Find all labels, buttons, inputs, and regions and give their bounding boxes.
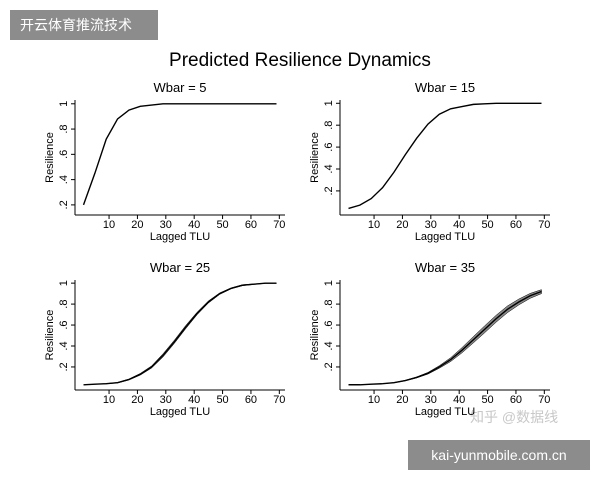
y-tick-label: .2 <box>323 362 335 371</box>
x-tick-label: 50 <box>481 219 493 231</box>
watermark-box <box>408 440 590 470</box>
y-tick-label: .6 <box>323 143 335 152</box>
x-tick-label: 30 <box>160 219 172 231</box>
y-tick-label: .4 <box>323 341 335 350</box>
y-tick-label: .2 <box>58 362 70 371</box>
x-tick-label: 60 <box>245 394 257 406</box>
y-tick-label: .2 <box>58 200 70 209</box>
watermark-box <box>10 10 158 40</box>
y-tick-label: .6 <box>323 320 335 329</box>
y-tick-label: .8 <box>58 124 70 133</box>
y-tick-label: .4 <box>323 164 335 173</box>
x-tick-label: 40 <box>188 394 200 406</box>
x-tick-label: 10 <box>103 394 115 406</box>
line <box>348 102 542 210</box>
line <box>83 282 277 386</box>
x-tick-label: 50 <box>481 394 493 406</box>
chart-title: Predicted Resilience Dynamics <box>169 50 431 71</box>
x-axis-label: Lagged TLU <box>415 406 475 418</box>
x-tick-label: 10 <box>368 219 380 231</box>
y-tick-label: .8 <box>58 300 70 309</box>
subplot-title: Wbar = 25 <box>150 260 210 275</box>
x-tick-label: 40 <box>188 219 200 231</box>
y-tick-label: .6 <box>58 150 70 159</box>
x-axis-label: Lagged TLU <box>150 231 210 243</box>
x-tick-label: 60 <box>510 394 522 406</box>
x-tick-label: 70 <box>538 394 550 406</box>
x-tick-label: 20 <box>396 394 408 406</box>
x-tick-label: 40 <box>453 219 465 231</box>
x-axis-label: Lagged TLU <box>415 231 475 243</box>
x-tick-label: 50 <box>216 394 228 406</box>
subplot-title: Wbar = 35 <box>415 260 475 275</box>
x-tick-label: 20 <box>131 394 143 406</box>
x-tick-label: 30 <box>160 394 172 406</box>
y-tick-label: 1 <box>58 280 70 286</box>
watermark: 开云体育推流技术 <box>20 17 132 33</box>
line <box>82 103 277 206</box>
y-axis-label: Resilience <box>44 310 56 361</box>
confidence-band <box>348 289 542 386</box>
y-axis-label: Resilience <box>309 310 321 361</box>
x-tick-label: 70 <box>273 394 285 406</box>
x-tick-label: 10 <box>103 219 115 231</box>
y-tick-label: .2 <box>323 186 335 195</box>
x-tick-label: 20 <box>396 219 408 231</box>
y-tick-label: .4 <box>58 341 70 350</box>
watermark: 知乎 @数据线 <box>470 409 558 425</box>
x-tick-label: 60 <box>510 219 522 231</box>
y-tick-label: .8 <box>323 300 335 309</box>
x-tick-label: 20 <box>131 219 143 231</box>
x-tick-label: 30 <box>425 394 437 406</box>
y-tick-label: 1 <box>58 101 70 107</box>
y-tick-label: .8 <box>323 121 335 130</box>
x-tick-label: 30 <box>425 219 437 231</box>
y-axis-label: Resilience <box>309 132 321 183</box>
y-tick-label: .6 <box>58 320 70 329</box>
line <box>348 290 542 386</box>
y-tick-label: 1 <box>323 280 335 286</box>
subplot-title: Wbar = 5 <box>153 80 206 95</box>
x-tick-label: 60 <box>245 219 257 231</box>
x-axis-label: Lagged TLU <box>150 406 210 418</box>
x-tick-label: 10 <box>368 394 380 406</box>
x-tick-label: 40 <box>453 394 465 406</box>
watermark: kai-yunmobile.com.cn <box>431 447 566 463</box>
y-tick-label: 1 <box>323 100 335 106</box>
y-tick-label: .4 <box>58 175 70 184</box>
x-tick-label: 70 <box>273 219 285 231</box>
x-tick-label: 70 <box>538 219 550 231</box>
y-axis-label: Resilience <box>44 132 56 183</box>
x-tick-label: 50 <box>216 219 228 231</box>
subplot-title: Wbar = 15 <box>415 80 475 95</box>
